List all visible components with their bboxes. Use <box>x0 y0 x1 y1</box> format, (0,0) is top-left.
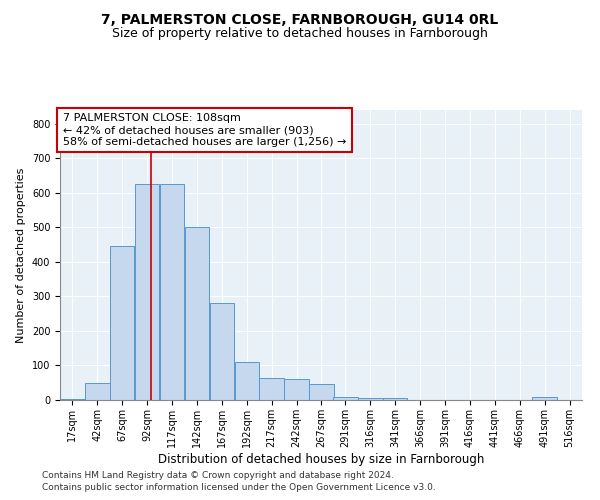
Bar <box>85 382 110 400</box>
Bar <box>532 396 557 400</box>
Bar <box>60 399 85 400</box>
Text: 7, PALMERSTON CLOSE, FARNBOROUGH, GU14 0RL: 7, PALMERSTON CLOSE, FARNBOROUGH, GU14 0… <box>101 12 499 26</box>
X-axis label: Distribution of detached houses by size in Farnborough: Distribution of detached houses by size … <box>158 452 484 466</box>
Bar <box>209 304 234 400</box>
Bar <box>160 184 184 400</box>
Y-axis label: Number of detached properties: Number of detached properties <box>16 168 26 342</box>
Bar <box>135 184 160 400</box>
Bar <box>235 362 259 400</box>
Bar <box>358 398 383 400</box>
Bar <box>110 246 134 400</box>
Bar <box>309 384 334 400</box>
Text: 7 PALMERSTON CLOSE: 108sqm
← 42% of detached houses are smaller (903)
58% of sem: 7 PALMERSTON CLOSE: 108sqm ← 42% of deta… <box>63 114 346 146</box>
Bar <box>383 398 407 400</box>
Bar <box>259 378 284 400</box>
Text: Size of property relative to detached houses in Farnborough: Size of property relative to detached ho… <box>112 28 488 40</box>
Bar <box>284 380 309 400</box>
Bar <box>333 396 358 400</box>
Text: Contains public sector information licensed under the Open Government Licence v3: Contains public sector information licen… <box>42 483 436 492</box>
Text: Contains HM Land Registry data © Crown copyright and database right 2024.: Contains HM Land Registry data © Crown c… <box>42 470 394 480</box>
Bar <box>185 228 209 400</box>
